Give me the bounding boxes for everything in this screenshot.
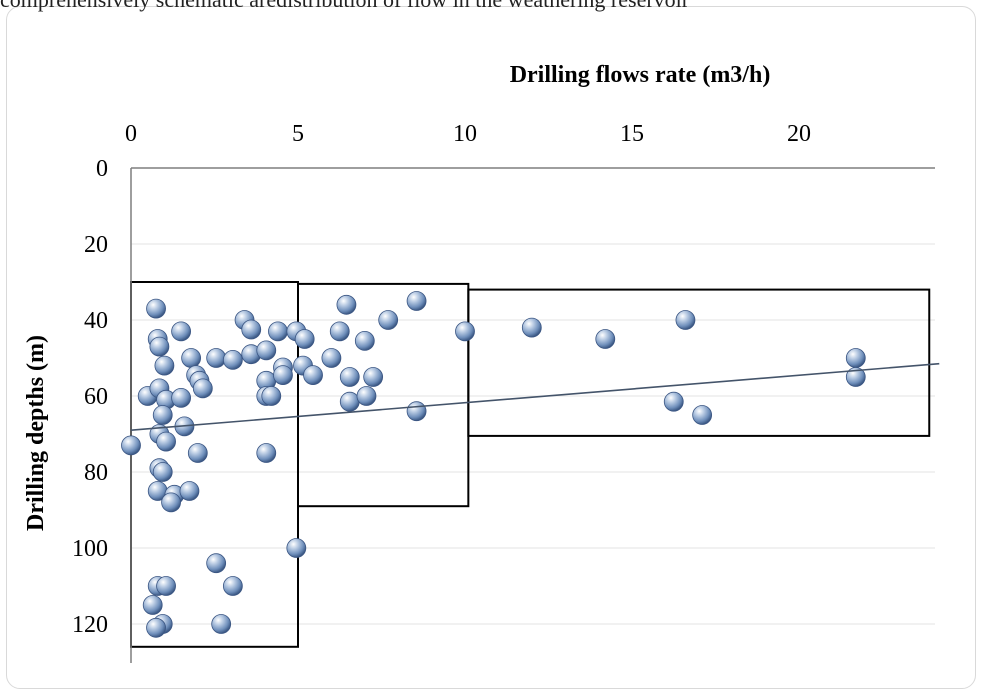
data-point: [256, 340, 277, 361]
data-point: [692, 405, 713, 425]
data-point: [206, 348, 227, 368]
data-point: [211, 614, 232, 634]
data-point: [521, 317, 542, 338]
data-points: [121, 291, 866, 638]
data-point: [321, 348, 342, 368]
data-point: [339, 367, 360, 387]
data-point: [406, 401, 427, 422]
data-point: [152, 462, 173, 482]
y-tick-label: 80: [84, 460, 108, 486]
axes: [130, 167, 935, 663]
data-point: [222, 349, 243, 370]
data-point: [354, 330, 375, 351]
x-tick-label: 20: [787, 121, 811, 147]
data-point: [286, 538, 307, 558]
data-point: [161, 492, 181, 513]
y-axis-title: Drilling depths (m): [23, 335, 49, 531]
y-tick-label: 100: [72, 536, 108, 562]
trendline: [130, 362, 940, 431]
data-point: [455, 321, 475, 342]
region-box: [467, 288, 931, 437]
data-point: [378, 310, 399, 330]
trendline-path: [130, 362, 940, 431]
y-tick-label: 0: [96, 156, 108, 182]
x-axis-title: Drilling flows rate (m3/h): [510, 62, 771, 88]
data-point: [142, 595, 163, 615]
data-point: [171, 321, 192, 342]
data-point: [675, 310, 696, 330]
gridlines: [131, 243, 935, 625]
data-point: [268, 321, 288, 342]
data-point: [152, 405, 173, 425]
data-point: [339, 391, 360, 412]
y-tick-label: 120: [72, 612, 108, 638]
data-point: [256, 443, 277, 463]
data-point: [121, 435, 141, 456]
x-tick-label: 0: [125, 121, 137, 147]
data-point: [261, 386, 282, 406]
data-point: [146, 298, 166, 319]
data-point: [206, 553, 227, 574]
data-point: [329, 321, 350, 342]
data-point: [336, 294, 357, 315]
data-point: [179, 481, 200, 501]
y-tick-label: 20: [84, 232, 108, 258]
data-point: [303, 365, 323, 386]
y-tick-label: 40: [84, 308, 108, 334]
data-point: [273, 365, 293, 386]
x-tick-label: 5: [292, 121, 304, 147]
data-point: [294, 329, 315, 349]
data-point: [845, 367, 866, 387]
data-point: [181, 348, 202, 368]
tick-labels: 0 5 10 15 20 0 20 40 60 80 100 120: [72, 121, 811, 638]
data-point: [363, 367, 384, 387]
data-point: [156, 576, 176, 596]
data-point: [149, 336, 170, 357]
data-point: [222, 576, 243, 596]
data-point: [663, 391, 684, 412]
data-point: [845, 348, 866, 368]
x-tick-label: 10: [453, 121, 477, 147]
top-caption: comprehensively schematic aredistributio…: [0, 0, 689, 13]
y-tick-label: 60: [84, 384, 108, 410]
data-point: [156, 431, 176, 452]
data-point: [146, 617, 166, 638]
data-point: [154, 355, 175, 376]
data-point: [241, 319, 262, 340]
x-tick-label: 15: [620, 121, 644, 147]
data-point: [595, 329, 616, 349]
data-point: [192, 378, 213, 399]
data-point: [171, 387, 192, 408]
data-point: [356, 386, 377, 406]
data-point: [406, 291, 427, 311]
data-point: [187, 443, 208, 463]
